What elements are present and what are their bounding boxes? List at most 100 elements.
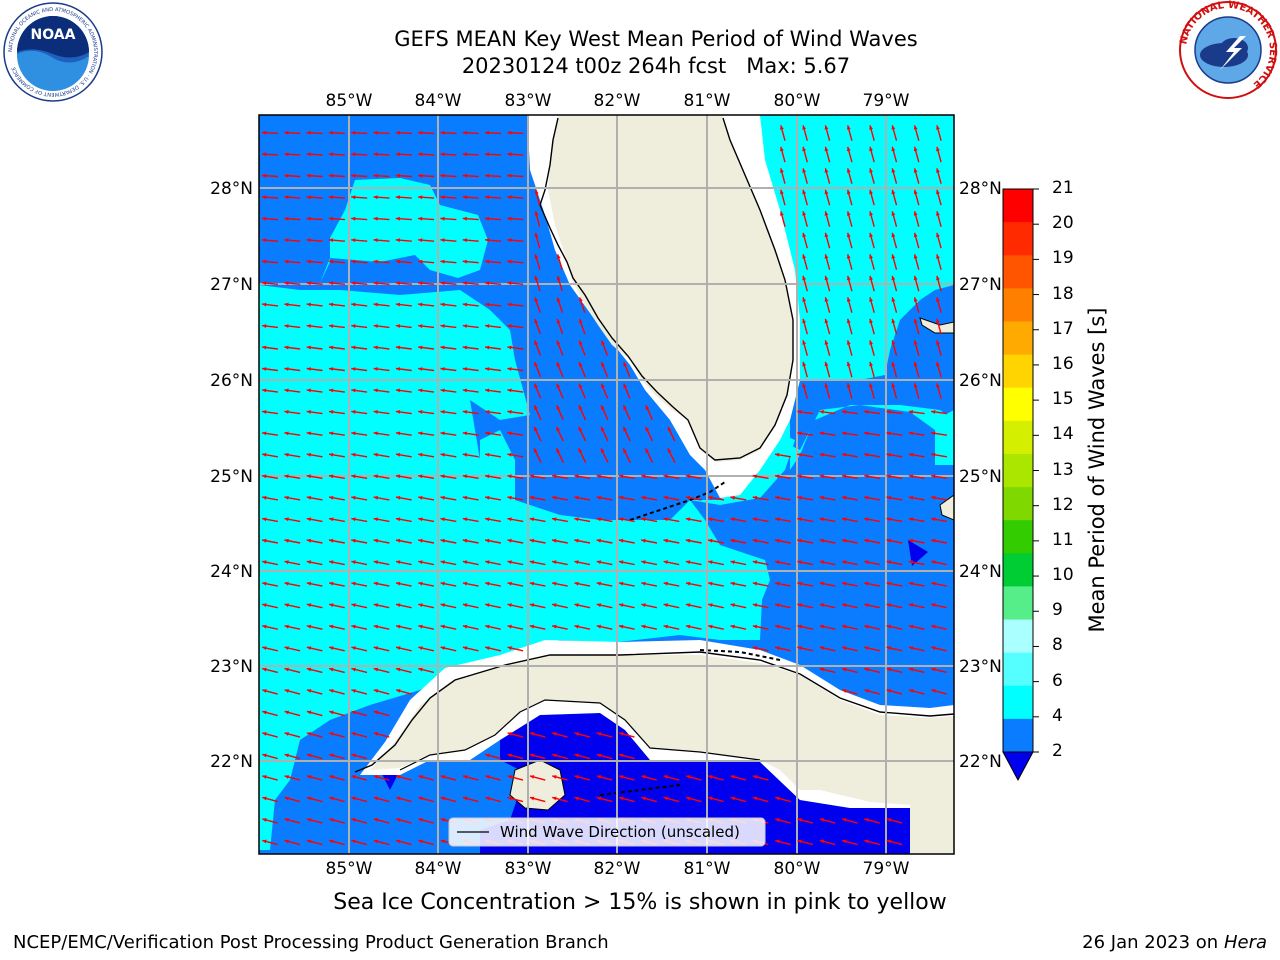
wave-direction-arrowhead — [351, 173, 356, 178]
wave-direction-arrowhead — [440, 517, 445, 522]
wave-direction-arrowhead — [891, 297, 896, 302]
wave-direction-arrowhead — [262, 710, 267, 715]
colorbar-band — [1003, 453, 1033, 488]
wave-direction-arrowhead — [596, 474, 601, 479]
wave-direction-arrowhead — [329, 689, 334, 693]
wave-direction-arrowhead — [373, 474, 378, 479]
wave-direction-arrowhead — [351, 367, 356, 371]
wave-direction-arrowhead — [306, 431, 311, 436]
wave-direction-arrowhead — [373, 775, 379, 779]
noaa-logo: NOAA NATIONAL OCEANIC AND ATMOSPHERIC AD… — [3, 2, 103, 102]
wave-direction-arrowhead — [797, 538, 802, 543]
wave-direction-arrowhead — [373, 152, 378, 157]
wave-direction-arrowhead — [328, 173, 334, 178]
colorbar-band — [1003, 288, 1033, 322]
wave-direction-arrowhead — [797, 646, 802, 650]
wave-direction-arrowhead — [507, 753, 512, 758]
wave-direction-arrowhead — [797, 839, 802, 844]
wave-direction-arrowhead — [841, 452, 847, 457]
wave-direction-arrowhead — [507, 324, 512, 328]
colorbar-band — [1003, 354, 1033, 389]
wave-direction-arrowhead — [864, 689, 869, 693]
wave-direction-arrowhead — [931, 646, 936, 650]
wave-direction-arrowhead — [507, 474, 512, 479]
wave-direction-arrowhead — [886, 646, 891, 650]
wave-direction-arrowhead — [534, 405, 538, 410]
wave-direction-arrowhead — [395, 259, 400, 264]
wave-direction-arrowhead — [462, 431, 468, 436]
wave-direction-arrowhead — [578, 362, 583, 367]
wave-direction-arrowhead — [351, 689, 356, 693]
wave-direction-arrowhead — [373, 538, 378, 543]
wave-direction-arrowhead — [824, 340, 829, 345]
wave-period-below-2-small — [908, 540, 928, 566]
map-title: GEFS MEAN Key West Mean Period of Wind W… — [394, 27, 918, 51]
wave-direction-arrowhead — [931, 495, 936, 500]
wave-direction-arrowhead — [886, 581, 891, 586]
wave-direction-arrowhead — [552, 624, 557, 629]
wave-direction-arrowhead — [534, 297, 539, 302]
wave-direction-arrowhead — [395, 517, 401, 522]
wave-direction-arrowhead — [462, 173, 467, 178]
wave-direction-arrowhead — [418, 324, 423, 328]
wave-direction-arrowhead — [284, 560, 289, 565]
wave-direction-arrowhead — [802, 254, 807, 259]
florida-coastline — [539, 117, 794, 461]
wave-direction-arrowhead — [645, 405, 650, 410]
wave-direction-arrowhead — [440, 238, 445, 243]
wave-direction-arrowhead — [507, 495, 512, 500]
wave-direction-arrowhead — [462, 302, 467, 307]
wave-direction-arrowhead — [262, 474, 267, 479]
wave-direction-arrowhead — [418, 474, 423, 479]
wave-direction-arrowhead — [824, 254, 829, 259]
wave-direction-arrowhead — [262, 753, 267, 758]
wave-direction-arrowhead — [306, 646, 312, 650]
wave-direction-arrowhead — [306, 130, 311, 135]
wave-direction-arrowhead — [824, 146, 829, 152]
wave-direction-arrowhead — [780, 125, 784, 130]
wave-direction-arrowhead — [373, 732, 379, 736]
wave-direction-arrowhead — [351, 839, 356, 844]
wave-direction-arrowhead — [886, 624, 891, 629]
wave-direction-arrowhead — [797, 818, 802, 822]
wave-direction-arrowhead — [913, 383, 918, 388]
wave-direction-arrowhead — [507, 367, 512, 371]
wave-direction-arrowhead — [485, 410, 490, 414]
wave-direction-arrowhead — [462, 474, 468, 479]
wave-direction-arrowhead — [373, 517, 378, 522]
wave-direction-arrowhead — [842, 624, 847, 629]
wave-direction-arrowhead — [462, 388, 468, 393]
wave-direction-arrowhead — [775, 624, 780, 629]
wave-direction-arrowhead — [618, 495, 624, 500]
wave-direction-arrowhead — [908, 581, 914, 586]
wave-direction-arrowhead — [306, 388, 311, 393]
wave-direction-arrowhead — [529, 624, 535, 629]
wave-direction-arrowhead — [262, 689, 267, 693]
wave-direction-arrowhead — [556, 297, 561, 302]
wave-direction-arrowhead — [440, 495, 445, 500]
wave-direction-arrowhead — [262, 818, 267, 822]
wave-direction-arrowhead — [284, 667, 289, 672]
wave-direction-arrowhead — [775, 538, 780, 543]
wave-direction-arrowhead — [418, 452, 423, 457]
wave-direction-arrowhead — [846, 254, 851, 259]
wave-direction-arrowhead — [529, 560, 535, 565]
wave-direction-arrowhead — [485, 259, 490, 264]
wave-direction-arrowhead — [641, 624, 646, 629]
wave-direction-arrowhead — [730, 495, 735, 500]
wave-direction-arrowhead — [730, 796, 735, 801]
wave-direction-arrowhead — [306, 195, 311, 200]
colorbar-band — [1003, 420, 1033, 455]
wave-direction-arrowhead — [908, 624, 914, 629]
wave-direction-arrowhead — [485, 796, 490, 801]
wave-direction-arrowhead — [507, 152, 512, 157]
wave-direction-arrowhead — [262, 667, 267, 672]
map-legend: Wind Wave Direction (unscaled) — [448, 817, 766, 847]
wave-direction-arrowhead — [824, 125, 829, 130]
wave-direction-arrowhead — [507, 302, 512, 307]
wave-direction-arrowhead — [284, 238, 289, 243]
wave-direction-arrowhead — [284, 603, 289, 608]
credit-right: 26 Jan 2023 on Hera — [1082, 932, 1267, 953]
wave-direction-arrowhead — [913, 125, 918, 130]
wave-direction-arrowhead — [886, 517, 891, 522]
